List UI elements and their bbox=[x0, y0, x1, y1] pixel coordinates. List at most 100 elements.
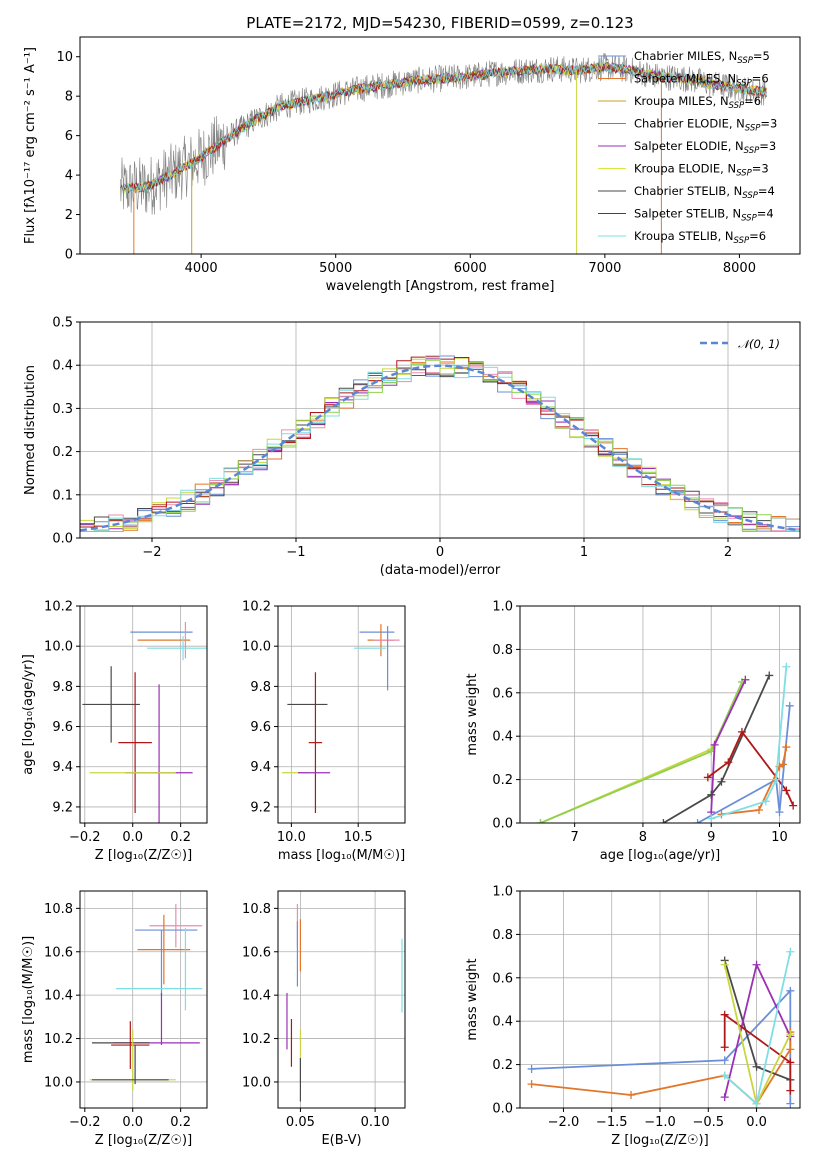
x-tick-label: 7000 bbox=[588, 261, 621, 276]
x-axis-label: (data-model)/error bbox=[380, 563, 501, 578]
plot-frame bbox=[519, 605, 801, 824]
spectrum-panel: 4000 5000 6000 7000 8000 0 2 4 6 8 10 wavelength [A… bbox=[23, 36, 801, 294]
y-tick-label: 0.2 bbox=[492, 1058, 513, 1073]
weight-marker bbox=[752, 1062, 761, 1071]
z-age-panel: −0.2 0.0 0.2 9.2 9.4 9.6 9.8 10.0 10.2 Z [log₁₀(Z… bbox=[21, 600, 208, 863]
legend-subscript: SSP bbox=[734, 236, 750, 246]
y-tick-label: 0 bbox=[65, 248, 73, 263]
figure-title: PLATE=2172, MJD=54230, FIBERID=0599, z=0… bbox=[246, 14, 633, 32]
x-tick-label: 0.2 bbox=[170, 830, 191, 845]
residuals-panel: −2 −1 0 1 2 0.0 0.1 0.2 0.3 0.4 0.5 (data-model)/er… bbox=[23, 316, 801, 578]
weight-marker bbox=[786, 1030, 795, 1039]
legend-count: =4 bbox=[758, 184, 775, 198]
weight-line bbox=[724, 951, 792, 1106]
legend-entry: Chabrier MILES, NSSP=5 bbox=[634, 49, 770, 66]
y-tick-label: 10.0 bbox=[242, 1075, 271, 1090]
y-tick-label: 1.0 bbox=[492, 600, 513, 615]
x-tick-label: 7 bbox=[570, 830, 578, 845]
y-tick-label: 10 bbox=[56, 50, 73, 65]
weight-marker bbox=[782, 743, 791, 752]
grid bbox=[80, 891, 207, 1108]
x-tick-label: 10.5 bbox=[344, 830, 373, 845]
legend-name: Chabrier ELODIE, N bbox=[634, 117, 745, 131]
x-axis-label: Z [log₁₀(Z/Z☉)] bbox=[611, 1133, 708, 1148]
weight-marker bbox=[720, 1071, 729, 1080]
weight-lines bbox=[536, 662, 798, 823]
weight-marker bbox=[785, 701, 794, 710]
y-tick-label: 10.2 bbox=[44, 1032, 73, 1047]
y-tick-label: 8 bbox=[65, 90, 73, 105]
normal-curve bbox=[80, 364, 800, 532]
legend-name: Chabrier STELIB, N bbox=[634, 184, 742, 198]
grid bbox=[80, 321, 800, 539]
x-tick-label: −1 bbox=[286, 545, 305, 560]
legend-name: Kroupa STELIB, N bbox=[634, 229, 734, 243]
weight-line bbox=[710, 666, 788, 820]
x-tick-label: −2 bbox=[142, 545, 161, 560]
y-tick-label: 9.4 bbox=[52, 760, 73, 775]
weight-marker bbox=[737, 727, 746, 736]
x-tick-label: 4000 bbox=[185, 261, 218, 276]
grid bbox=[520, 890, 800, 1109]
x-axis-label: Z [log₁₀(Z/Z☉)] bbox=[95, 848, 192, 863]
legend-subscript: SSP bbox=[745, 124, 761, 134]
age-weight-panel: 7 8 9 10 0.0 0.2 0.4 0.6 0.8 1.0 age [log₁₀(age/yr… bbox=[465, 600, 801, 863]
x-tick-label: 0.0 bbox=[122, 830, 143, 845]
legend-name: Kroupa ELODIE, N bbox=[634, 162, 736, 176]
x-tick-label: 1 bbox=[580, 545, 588, 560]
y-tick-label: 10.6 bbox=[242, 945, 271, 960]
weight-marker bbox=[720, 1056, 729, 1065]
y-tick-label: 0.0 bbox=[492, 1102, 513, 1117]
x-axis-label: age [log₁₀(age/yr)] bbox=[600, 848, 721, 863]
weight-line bbox=[723, 1012, 792, 1091]
legend-name: Chabrier MILES, N bbox=[634, 49, 737, 63]
plot-frame bbox=[277, 890, 406, 1109]
weight-line bbox=[723, 962, 792, 1098]
legend-subscript: SSP bbox=[741, 214, 757, 224]
y-tick-label: 0.6 bbox=[492, 686, 513, 701]
x-tick-label: 2 bbox=[724, 545, 732, 560]
legend-entry: Kroupa STELIB, NSSP=6 bbox=[634, 229, 766, 246]
plot-frame bbox=[277, 605, 406, 824]
grid bbox=[80, 605, 207, 823]
weight-marker bbox=[703, 773, 712, 782]
weight-marker bbox=[710, 740, 719, 749]
x-tick-label: −0.5 bbox=[692, 1115, 724, 1130]
y-tick-label: 0.4 bbox=[492, 1015, 513, 1030]
y-axis-label: mass weight bbox=[465, 673, 480, 755]
spectrum-lines bbox=[120, 53, 767, 254]
histograms bbox=[80, 355, 800, 532]
weight-line bbox=[723, 960, 791, 1081]
plot-frame bbox=[79, 321, 801, 539]
y-axis-label: Normed distribution bbox=[23, 365, 38, 495]
y-tick-label: 2 bbox=[65, 208, 73, 223]
weight-marker bbox=[761, 797, 770, 806]
legend-count: =6 bbox=[749, 229, 766, 243]
legend-count: =6 bbox=[752, 72, 769, 86]
y-tick-label: 9.2 bbox=[250, 800, 271, 815]
weight-marker bbox=[772, 775, 781, 784]
weight-marker bbox=[786, 986, 795, 995]
weight-marker bbox=[741, 675, 750, 684]
x-tick-label: 6000 bbox=[454, 261, 487, 276]
y-tick-label: 0.0 bbox=[52, 532, 73, 547]
x-tick-label: −0.2 bbox=[69, 830, 101, 845]
y-tick-label: 10.8 bbox=[44, 902, 73, 917]
x-tick-label: −2.0 bbox=[548, 1115, 580, 1130]
y-tick-label: 10.4 bbox=[44, 989, 73, 1004]
x-tick-label: −0.2 bbox=[69, 1115, 101, 1130]
y-tick-label: 10.0 bbox=[242, 640, 271, 655]
weight-marker bbox=[707, 814, 716, 823]
legend-entry: Salpeter STELIB, NSSP=4 bbox=[634, 207, 774, 224]
errorbars bbox=[82, 622, 207, 823]
legend-count: =4 bbox=[757, 207, 774, 221]
y-tick-label: 10.2 bbox=[44, 600, 73, 615]
errorbars bbox=[282, 624, 400, 813]
y-tick-label: 0.8 bbox=[492, 643, 513, 658]
plot-frame bbox=[79, 605, 208, 824]
y-tick-label: 0.2 bbox=[52, 445, 73, 460]
y-axis-label: Flux [fλ10⁻¹⁷ erg cm⁻² s⁻¹ A⁻¹] bbox=[23, 47, 38, 244]
y-tick-label: 1.0 bbox=[492, 885, 513, 900]
weight-marker bbox=[724, 758, 733, 767]
